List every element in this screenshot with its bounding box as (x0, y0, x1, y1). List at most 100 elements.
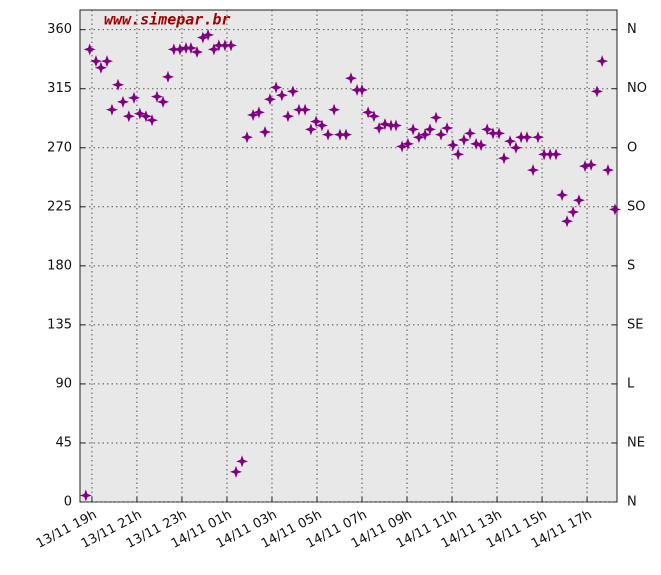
point (139, 110, 152, 123)
point (101, 55, 114, 68)
point (310, 115, 323, 128)
point (527, 164, 540, 177)
point (481, 123, 494, 136)
y2-tick-label: N (627, 22, 637, 37)
point (441, 122, 454, 135)
point (362, 106, 375, 119)
plot-area (79, 9, 618, 503)
y-tick-label: 90 (55, 376, 72, 391)
y-tick-label: 45 (55, 435, 72, 450)
y-tick-label: 360 (47, 22, 72, 37)
y-tick-label: 315 (47, 81, 72, 96)
watermark: www.simepar.br (104, 11, 230, 29)
point (94, 61, 107, 74)
point (333, 128, 346, 141)
y2-tick-label: S (627, 258, 635, 273)
point (304, 123, 317, 136)
point (157, 95, 170, 108)
point (191, 45, 204, 58)
point (585, 158, 598, 171)
point (572, 194, 585, 207)
point (486, 127, 499, 140)
point (128, 91, 141, 104)
point (259, 126, 272, 139)
point (212, 39, 225, 52)
point (596, 55, 609, 68)
y2-tick-label: SE (627, 317, 643, 332)
point (229, 465, 242, 478)
point (520, 131, 533, 144)
point (579, 160, 592, 173)
point (263, 93, 276, 106)
point (252, 106, 265, 119)
point (561, 215, 574, 228)
point (173, 43, 186, 56)
point (470, 137, 483, 150)
y-tick-label: 270 (47, 140, 72, 155)
point (556, 188, 569, 201)
y2-tick-label: SO (627, 199, 645, 214)
point (378, 118, 391, 131)
point (567, 206, 580, 219)
point (475, 139, 488, 152)
point (240, 131, 253, 144)
point (89, 55, 102, 68)
y2-tick-label: O (627, 140, 637, 155)
point (79, 489, 92, 502)
point (498, 152, 511, 165)
point (133, 107, 146, 120)
point (419, 128, 432, 141)
point (270, 81, 283, 94)
point (322, 128, 335, 141)
point (105, 103, 118, 116)
point (340, 128, 353, 141)
point (112, 78, 125, 91)
point (412, 131, 425, 144)
point (225, 39, 238, 52)
point (452, 148, 465, 161)
y2-tick-label: NO (627, 81, 647, 96)
point (493, 127, 506, 140)
point (236, 455, 249, 468)
point (315, 119, 328, 132)
y-tick-label: 0 (64, 495, 72, 510)
point (396, 140, 409, 153)
point (328, 103, 341, 116)
point (504, 135, 517, 148)
point (299, 103, 312, 116)
point (146, 114, 159, 127)
point (292, 103, 305, 116)
point (590, 85, 603, 98)
point (167, 43, 180, 56)
point (389, 119, 402, 132)
point (373, 122, 386, 135)
point (608, 203, 621, 216)
point (538, 148, 551, 161)
y-tick-label: 180 (47, 258, 72, 273)
point (464, 127, 477, 140)
point (83, 43, 96, 56)
point (196, 31, 209, 44)
point (435, 128, 448, 141)
point (367, 110, 380, 123)
point (509, 141, 522, 154)
point (202, 28, 215, 41)
point (161, 70, 174, 83)
point (532, 131, 545, 144)
point (281, 110, 294, 123)
point (116, 95, 129, 108)
point (423, 123, 436, 136)
point (218, 39, 231, 52)
point (122, 110, 135, 123)
point (344, 72, 357, 85)
point (207, 43, 220, 56)
point (150, 90, 163, 103)
point (407, 123, 420, 136)
point (446, 139, 459, 152)
point (275, 89, 288, 102)
y2-tick-label: L (627, 376, 635, 391)
point (457, 133, 470, 146)
point (184, 42, 197, 55)
point (430, 111, 443, 124)
